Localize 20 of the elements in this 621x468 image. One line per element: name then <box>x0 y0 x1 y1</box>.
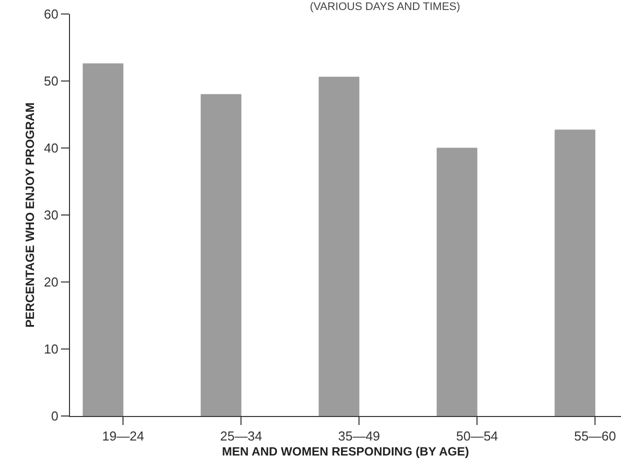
y-axis-title: PERCENTAGE WHO ENJOY PROGRAM <box>23 102 38 328</box>
x-axis-title: MEN AND WOMEN RESPONDING (BY AGE) <box>222 444 469 458</box>
y-tick-label: 60 <box>44 6 58 22</box>
y-tick-label: 40 <box>44 140 58 156</box>
x-tick-label: 25—34 <box>220 428 262 444</box>
bar <box>318 76 360 416</box>
y-tick-label: 10 <box>44 342 58 357</box>
chart-title: (VARIOUS DAYS AND TIMES) <box>310 1 460 14</box>
y-tick-label: 30 <box>44 208 58 223</box>
bar <box>82 63 124 416</box>
x-tick-label: 35—49 <box>338 428 380 444</box>
bar <box>554 130 596 416</box>
y-tick-label: 20 <box>44 274 58 290</box>
x-tick-label: 19—24 <box>102 428 144 444</box>
bar <box>436 148 478 416</box>
x-tick-label: 50—54 <box>456 428 498 444</box>
x-tick-label: 55—60 <box>574 428 616 444</box>
y-tick-label: 50 <box>44 74 58 89</box>
y-tick-label: 0 <box>51 408 58 424</box>
bar <box>200 94 242 416</box>
